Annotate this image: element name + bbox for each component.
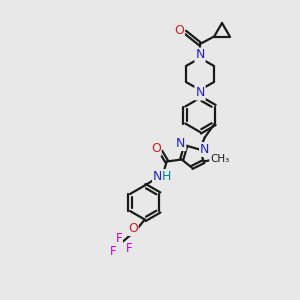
Text: N: N (195, 49, 205, 62)
Text: N: N (200, 143, 209, 156)
Text: O: O (174, 23, 184, 37)
Text: O: O (128, 222, 138, 235)
Text: H: H (162, 170, 171, 183)
Text: N: N (176, 137, 185, 150)
Text: N: N (195, 86, 205, 100)
Text: O: O (151, 142, 161, 155)
Text: CH₃: CH₃ (210, 154, 229, 164)
Text: F: F (116, 232, 122, 245)
Text: F: F (125, 242, 132, 255)
Text: F: F (110, 245, 116, 258)
Text: N: N (153, 170, 162, 183)
